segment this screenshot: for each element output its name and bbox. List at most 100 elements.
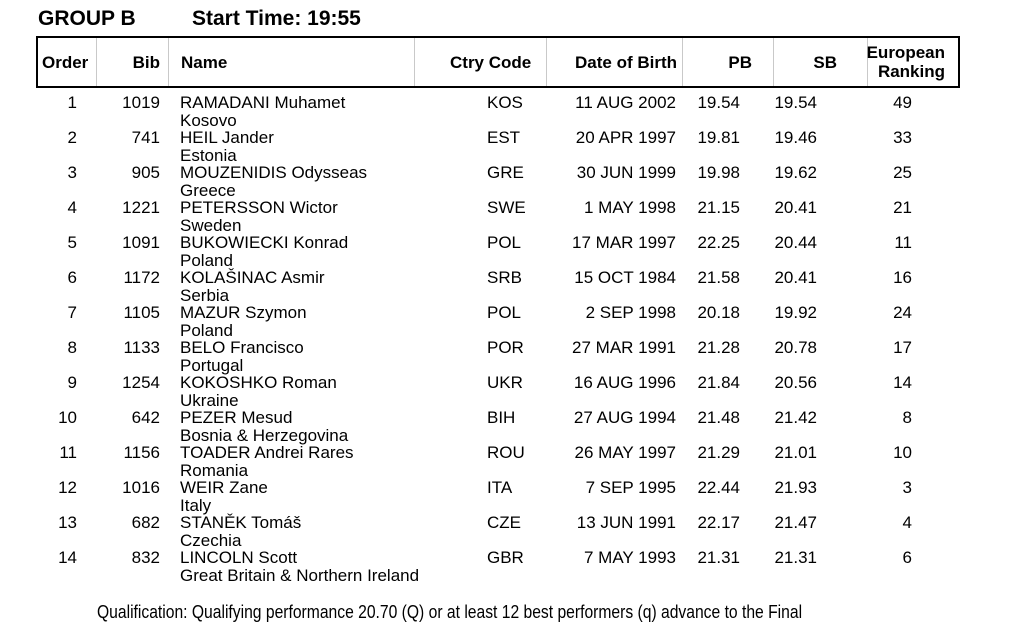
athlete-name: PEZER Mesud	[180, 408, 293, 427]
athlete-country: Great Britain & Northern Ireland	[180, 565, 420, 585]
table-row: 14 832 LINCOLN Scott Great Britain & Nor…	[38, 549, 958, 584]
bib-cell: 1172	[123, 268, 160, 287]
country-code-cell: SRB	[487, 268, 522, 287]
name-cell: KOLAŠINAC Asmir Serbia	[168, 269, 414, 304]
name-cell: STANĚK Tomáš Czechia	[168, 514, 414, 549]
name-cell: BUKOWIECKI Konrad Poland	[168, 234, 414, 269]
table-row: 9 1254 KOKOSHKO Roman Ukraine UKR 16 AUG…	[38, 374, 958, 409]
sb-cell: 20.56	[774, 373, 817, 392]
sb-cell: 21.47	[774, 513, 817, 532]
european-ranking-cell: 33	[893, 128, 912, 147]
name-cell: HEIL Jander Estonia	[168, 129, 414, 164]
sb-cell: 20.41	[774, 268, 817, 287]
header-name: Name	[168, 38, 414, 86]
table-row: 10 642 PEZER Mesud Bosnia & Herzegovina …	[38, 409, 958, 444]
athlete-name: HEIL Jander	[180, 128, 274, 147]
order-cell: 12	[58, 478, 77, 497]
sb-cell: 20.44	[774, 233, 817, 252]
order-cell: 14	[58, 548, 77, 567]
country-code-cell: POL	[487, 303, 522, 322]
bib-cell: 832	[131, 548, 160, 567]
bib-cell: 1016	[122, 478, 160, 497]
date-of-birth-cell: 2 SEP 1998	[585, 303, 676, 322]
athlete-country: Greece	[180, 180, 236, 200]
athlete-name: KOLAŠINAC Asmir	[180, 268, 325, 287]
european-ranking-cell: 6	[902, 548, 912, 567]
european-ranking-cell: 21	[893, 198, 912, 217]
table-row: 7 1105 MAZUR Szymon Poland POL 2 SEP 199…	[38, 304, 958, 339]
sb-cell: 19.46	[774, 128, 817, 147]
bib-cell: 1156	[123, 443, 160, 462]
athlete-name: WEIR Zane	[180, 478, 268, 497]
country-code-cell: GBR	[487, 548, 524, 567]
date-of-birth-cell: 7 MAY 1993	[584, 548, 676, 567]
sb-cell: 20.78	[774, 338, 817, 357]
date-of-birth-cell: 20 APR 1997	[575, 128, 676, 147]
athlete-name: KOKOSHKO Roman	[180, 373, 337, 392]
order-cell: 7	[67, 303, 77, 322]
name-cell: RAMADANI Muhamet Kosovo	[168, 94, 414, 129]
bib-cell: 1019	[122, 93, 160, 112]
group-label: GROUP B	[38, 7, 136, 30]
athlete-name: MOUZENIDIS Odysseas	[180, 163, 368, 182]
name-cell: MOUZENIDIS Odysseas Greece	[168, 164, 414, 199]
qualification-note: Qualification: Qualifying performance 20…	[97, 602, 803, 622]
sb-cell: 19.92	[774, 303, 817, 322]
order-cell: 8	[67, 338, 77, 357]
table-row: 12 1016 WEIR Zane Italy ITA 7 SEP 1995 2…	[38, 479, 958, 514]
table-row: 2 741 HEIL Jander Estonia EST 20 APR 199…	[38, 129, 958, 164]
date-of-birth-cell: 13 JUN 1991	[576, 513, 676, 532]
date-of-birth-cell: 1 MAY 1998	[584, 198, 676, 217]
european-ranking-cell: 24	[893, 303, 912, 322]
athlete-name: MAZUR Szymon	[180, 303, 307, 322]
sb-cell: 19.62	[774, 163, 817, 182]
header-european-ranking: European Ranking	[867, 38, 958, 86]
pb-cell: 21.28	[697, 338, 740, 357]
name-cell: PETERSSON Wictor Sweden	[168, 199, 414, 234]
athlete-name: RAMADANI Muhamet	[180, 93, 346, 112]
pb-cell: 21.31	[697, 548, 740, 567]
bib-cell: 642	[131, 408, 160, 427]
pb-cell: 22.17	[697, 513, 740, 532]
date-of-birth-cell: 26 MAY 1997	[574, 443, 676, 462]
header-sb: SB	[773, 38, 867, 86]
sb-cell: 21.93	[774, 478, 817, 497]
athlete-country: Sweden	[180, 215, 242, 235]
country-code-cell: POR	[487, 338, 524, 357]
pb-cell: 19.54	[697, 93, 740, 112]
start-time-label: Start Time: 19:55	[192, 7, 361, 30]
header-ctry-code: Ctry Code	[414, 38, 546, 86]
table-body: 1 1019 RAMADANI Muhamet Kosovo KOS 11 AU…	[38, 94, 958, 584]
bib-cell: 1221	[122, 198, 160, 217]
athlete-name: STANĚK Tomáš	[180, 513, 302, 532]
country-code-cell: ITA	[487, 478, 513, 497]
athlete-country: Romania	[180, 460, 249, 480]
european-ranking-cell: 4	[902, 513, 912, 532]
order-cell: 11	[59, 443, 77, 462]
athlete-country: Bosnia & Herzegovina	[180, 425, 349, 445]
athlete-country: Italy	[180, 495, 212, 515]
pb-cell: 21.84	[697, 373, 740, 392]
table-row: 1 1019 RAMADANI Muhamet Kosovo KOS 11 AU…	[38, 94, 958, 129]
date-of-birth-cell: 16 AUG 1996	[573, 373, 676, 392]
order-cell: 5	[67, 233, 77, 252]
date-of-birth-cell: 30 JUN 1999	[576, 163, 676, 182]
athlete-name: BUKOWIECKI Konrad	[180, 233, 349, 252]
date-of-birth-cell: 17 MAR 1997	[572, 233, 676, 252]
athlete-country: Estonia	[180, 145, 237, 165]
pb-cell: 22.44	[697, 478, 740, 497]
bib-cell: 682	[131, 513, 160, 532]
table-row: 4 1221 PETERSSON Wictor Sweden SWE 1 MAY…	[38, 199, 958, 234]
order-cell: 3	[67, 163, 77, 182]
pb-cell: 22.25	[697, 233, 740, 252]
country-code-cell: CZE	[487, 513, 521, 532]
bib-cell: 1091	[122, 233, 160, 252]
european-ranking-cell: 14	[893, 373, 912, 392]
table-row: 8 1133 BELO Francisco Portugal POR 27 MA…	[38, 339, 958, 374]
sb-cell: 20.41	[774, 198, 817, 217]
table-row: 6 1172 KOLAŠINAC Asmir Serbia SRB 15 OCT…	[38, 269, 958, 304]
order-cell: 4	[67, 198, 77, 217]
date-of-birth-cell: 11 AUG 2002	[575, 93, 676, 112]
table-header: Order Bib Name Ctry Code Date of Birth P…	[36, 36, 960, 88]
pb-cell: 21.58	[697, 268, 740, 287]
